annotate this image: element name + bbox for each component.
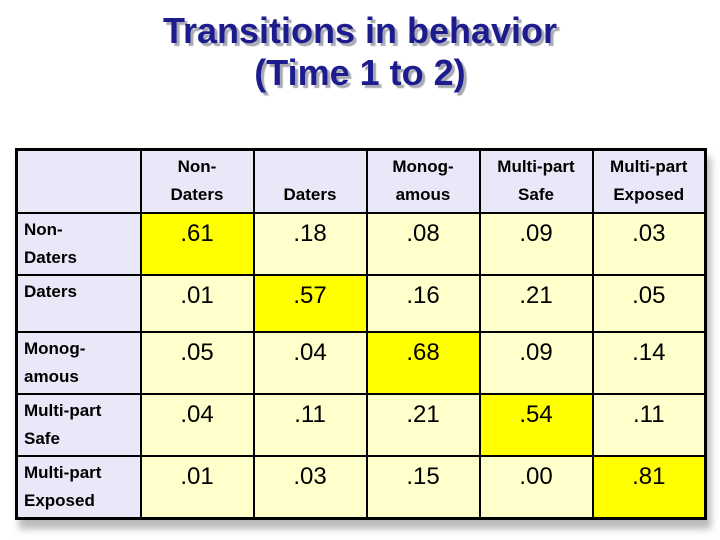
row-header-monogamous: Monog- amous — [15, 331, 142, 395]
corner-cell — [15, 148, 142, 214]
probability-cell: .81 — [591, 455, 707, 520]
table-row: Non- Daters .61 .18 .08 .09 .03 — [15, 212, 707, 276]
probability-cell: .05 — [591, 274, 707, 333]
probability-cell: .54 — [478, 393, 594, 457]
slide-title: Transitions in behavior (Time 1 to 2) — [0, 10, 720, 94]
row-header-non-daters: Non- Daters — [15, 212, 142, 276]
slide-title-line2: (Time 1 to 2) — [254, 52, 466, 93]
column-header-multipart-safe: Multi-part Safe — [478, 148, 594, 214]
probability-cell: .04 — [139, 393, 255, 457]
table-row: Monog- amous .05 .04 .68 .09 .14 — [15, 331, 707, 395]
transition-matrix-table: Non- Daters Daters Monog- amous Multi-pa… — [15, 148, 707, 520]
probability-cell: .14 — [591, 331, 707, 395]
probability-cell: .01 — [139, 455, 255, 520]
probability-cell: .11 — [591, 393, 707, 457]
table-row: Multi-part Exposed .01 .03 .15 .00 .81 — [15, 455, 707, 520]
column-header-multipart-exposed: Multi-part Exposed — [591, 148, 707, 214]
probability-cell: .05 — [139, 331, 255, 395]
probability-cell: .61 — [139, 212, 255, 276]
probability-cell: .16 — [365, 274, 481, 333]
probability-cell: .21 — [478, 274, 594, 333]
probability-cell: .57 — [252, 274, 368, 333]
probability-cell: .15 — [365, 455, 481, 520]
table-row: Daters .01 .57 .16 .21 .05 — [15, 274, 707, 333]
table-row: Multi-part Safe .04 .11 .21 .54 .11 — [15, 393, 707, 457]
probability-cell: .01 — [139, 274, 255, 333]
probability-cell: .03 — [252, 455, 368, 520]
probability-cell: .09 — [478, 212, 594, 276]
row-header-multipart-safe: Multi-part Safe — [15, 393, 142, 457]
column-header-non-daters: Non- Daters — [139, 148, 255, 214]
column-header-daters: Daters — [252, 148, 368, 214]
probability-cell: .68 — [365, 331, 481, 395]
probability-cell: .03 — [591, 212, 707, 276]
probability-cell: .21 — [365, 393, 481, 457]
column-header-monogamous: Monog- amous — [365, 148, 481, 214]
probability-cell: .04 — [252, 331, 368, 395]
probability-cell: .00 — [478, 455, 594, 520]
probability-cell: .11 — [252, 393, 368, 457]
row-header-daters: Daters — [15, 274, 142, 333]
row-header-multipart-exposed: Multi-part Exposed — [15, 455, 142, 520]
probability-cell: .18 — [252, 212, 368, 276]
probability-cell: .08 — [365, 212, 481, 276]
table-header-row: Non- Daters Daters Monog- amous Multi-pa… — [15, 148, 707, 214]
probability-cell: .09 — [478, 331, 594, 395]
slide-title-line1: Transitions in behavior — [162, 10, 558, 51]
